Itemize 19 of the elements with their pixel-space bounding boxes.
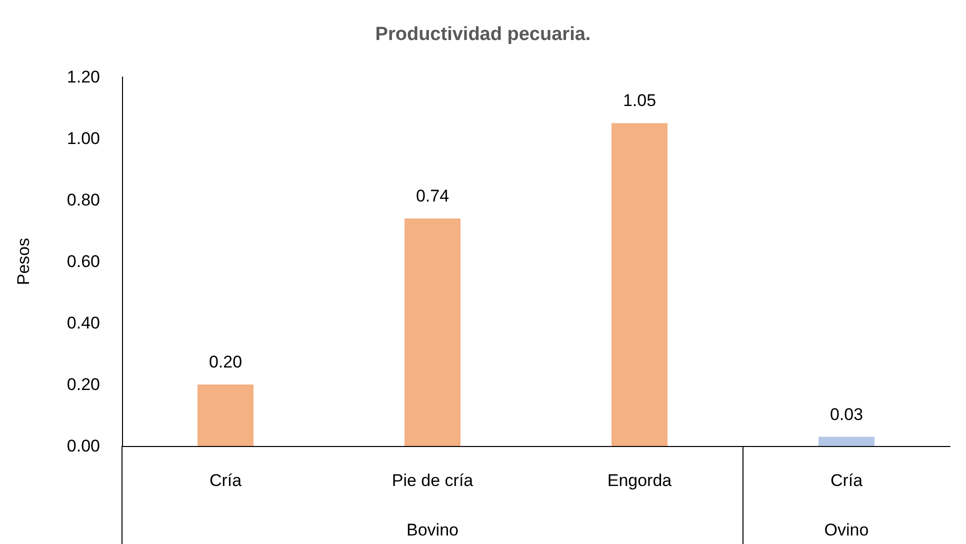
chart-title: Productividad pecuaria. — [375, 24, 591, 45]
x-tick-label: Engorda — [607, 471, 672, 490]
text: Bovino — [406, 520, 458, 540]
y-tick-label: 1.20 — [66, 68, 100, 86]
y-tick-label: 1.00 — [66, 129, 100, 148]
x-tick-label: Pie de cría — [392, 471, 474, 490]
y-tick-label: 0.40 — [66, 314, 100, 332]
text: Ovino — [824, 520, 869, 540]
y-axis-title: Pesos — [14, 238, 33, 286]
y-tick-label: 0.20 — [66, 375, 100, 394]
y-tick-label: 0.80 — [66, 190, 100, 210]
y-tick-label: 0.00 — [66, 436, 100, 456]
x-tick-label: Cría — [209, 471, 242, 490]
data-label: 0.20 — [208, 352, 242, 372]
x-tick-label: Cría — [830, 471, 864, 490]
data-label: 0.74 — [416, 186, 450, 206]
data-label: 1.05 — [622, 91, 656, 110]
y-tick-label: 0.60 — [66, 252, 100, 271]
data-label: 0.03 — [830, 404, 864, 424]
